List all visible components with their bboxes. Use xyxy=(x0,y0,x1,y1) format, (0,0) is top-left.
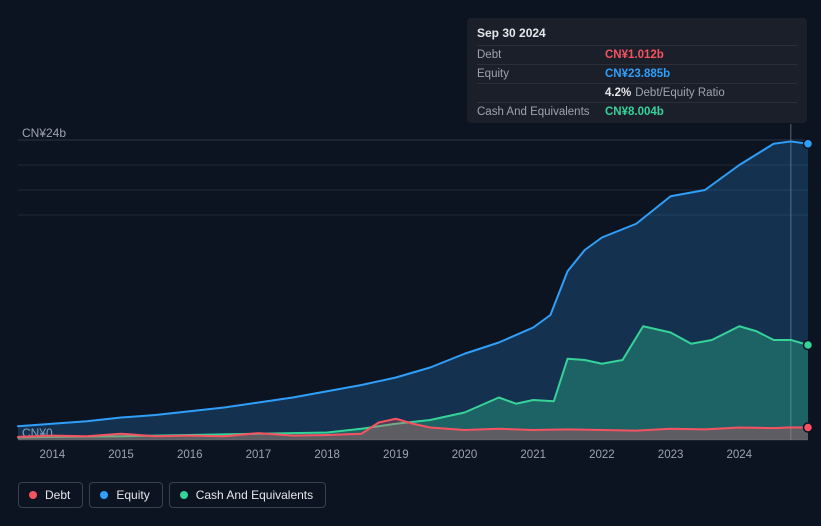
x-axis-label: 2015 xyxy=(108,449,134,461)
legend-item-cash-and-equivalents[interactable]: Cash And Equivalents xyxy=(169,482,326,508)
legend: Debt Equity Cash And Equivalents xyxy=(18,482,326,508)
x-axis-label: 2018 xyxy=(314,449,340,461)
x-axis-label: 2016 xyxy=(177,449,203,461)
debt-equity-chart-container: { "tooltip": { "date": "Sep 30 2024", "r… xyxy=(0,0,821,526)
x-axis-label: 2020 xyxy=(452,449,478,461)
legend-dot-icon xyxy=(180,491,188,499)
x-axis-label: 2021 xyxy=(520,449,546,461)
legend-dot-icon xyxy=(29,491,37,499)
chart-plot xyxy=(0,0,816,450)
legend-item-equity[interactable]: Equity xyxy=(89,482,162,508)
x-axis-label: 2024 xyxy=(727,449,753,461)
legend-dot-icon xyxy=(100,491,108,499)
x-axis-label: 2014 xyxy=(40,449,66,461)
legend-label: Debt xyxy=(45,488,70,502)
x-axis-labels: 2014 2015 2016 2017 2018 2019 2020 2021 2022 2023… xyxy=(0,449,808,469)
x-axis-label: 2022 xyxy=(589,449,615,461)
x-axis-label: 2023 xyxy=(658,449,684,461)
legend-item-debt[interactable]: Debt xyxy=(18,482,83,508)
legend-label: Cash And Equivalents xyxy=(196,488,313,502)
x-axis-label: 2017 xyxy=(246,449,272,461)
legend-label: Equity xyxy=(116,488,149,502)
x-axis-label: 2019 xyxy=(383,449,409,461)
